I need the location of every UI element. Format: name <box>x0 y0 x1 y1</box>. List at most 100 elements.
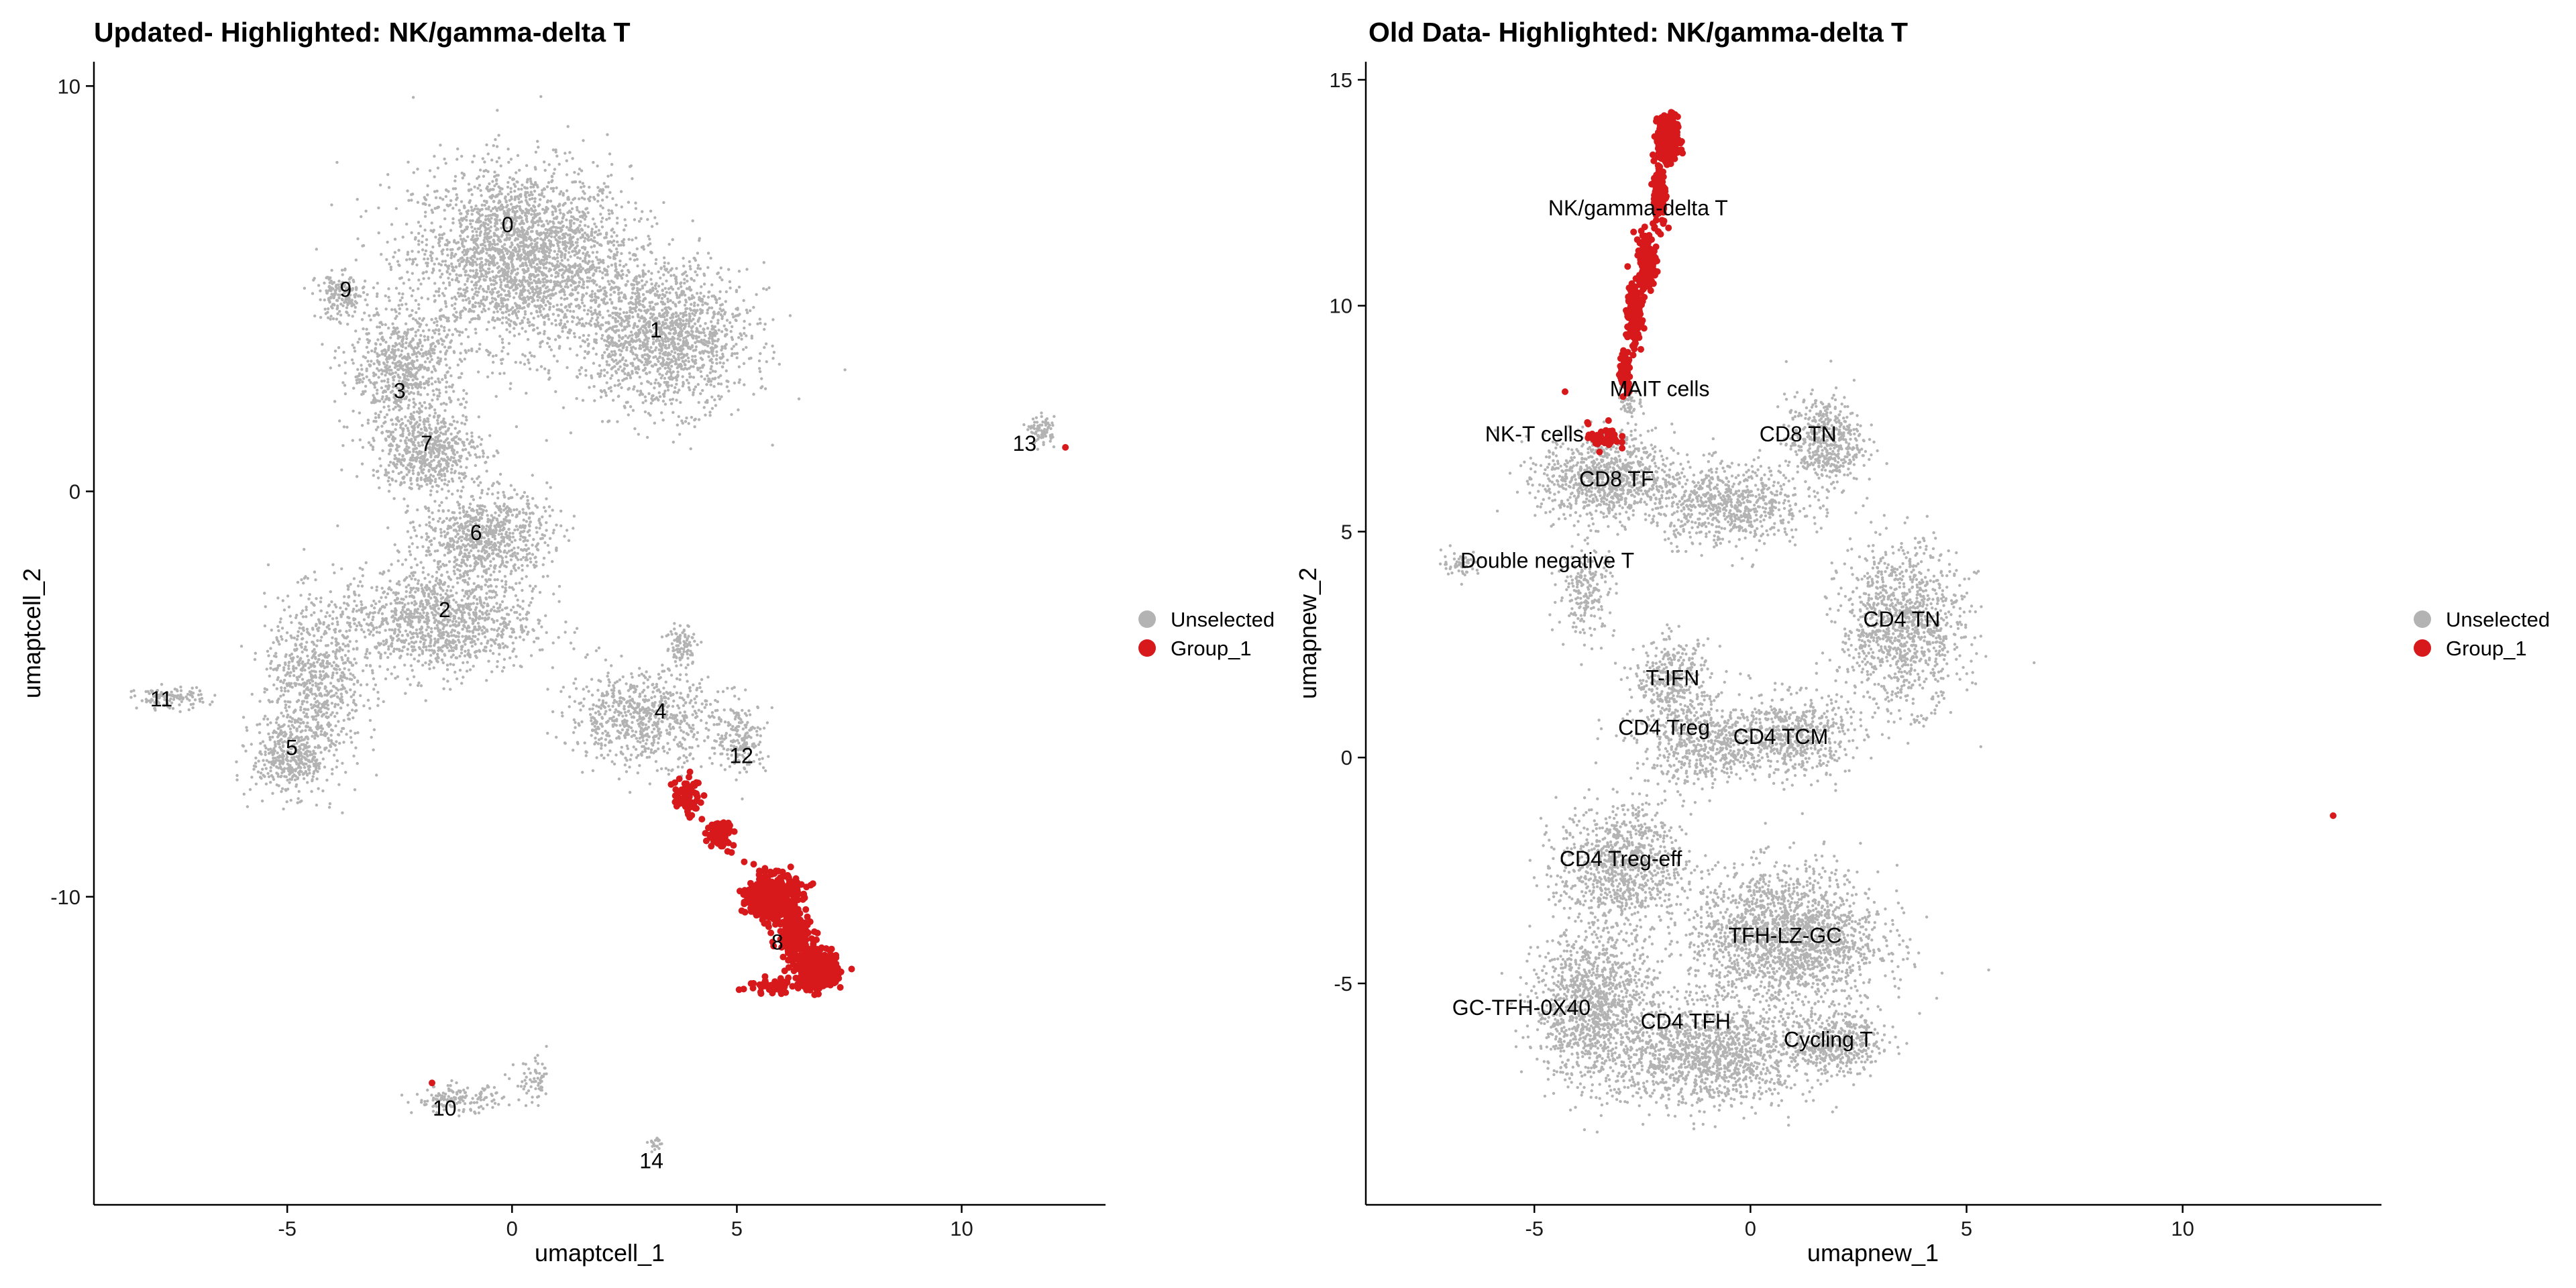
cell-point <box>536 263 539 266</box>
cell-point <box>428 403 431 406</box>
cell-point <box>574 286 577 288</box>
cell-point <box>508 176 511 179</box>
cell-point <box>509 308 512 311</box>
cell-point <box>663 337 666 340</box>
cell-point <box>455 276 458 279</box>
cell-point <box>559 191 562 193</box>
cell-point <box>555 217 557 220</box>
cell-point <box>675 323 678 326</box>
cell-point <box>584 213 586 215</box>
cell-point <box>545 286 547 289</box>
cell-point <box>394 251 396 254</box>
cell-point <box>694 270 696 273</box>
cell-point <box>374 412 377 415</box>
cell-point <box>419 339 421 341</box>
cell-point <box>603 351 606 354</box>
cell-point <box>595 296 598 299</box>
cell-point <box>438 269 441 272</box>
cell-point <box>789 314 792 317</box>
cell-point <box>553 205 555 208</box>
cell-point <box>607 280 610 282</box>
cell-point <box>667 364 670 366</box>
cell-point <box>441 233 443 236</box>
cell-point <box>693 388 696 390</box>
cell-point <box>641 286 644 289</box>
cell-point <box>425 270 428 273</box>
cell-point <box>547 181 550 184</box>
cell-point <box>596 241 598 244</box>
cell-point <box>691 331 694 333</box>
cell-point <box>410 231 413 234</box>
cell-point <box>694 349 697 352</box>
cell-point <box>529 296 532 299</box>
cell-point <box>419 402 421 405</box>
cell-point <box>623 218 626 221</box>
cell-point <box>401 345 404 348</box>
cell-point <box>363 311 366 314</box>
cell-point <box>393 375 396 378</box>
cell-point <box>569 255 572 258</box>
cell-point <box>366 360 369 362</box>
cell-point <box>362 286 364 289</box>
cell-point <box>431 398 433 401</box>
cell-point <box>719 304 722 307</box>
cell-point <box>527 318 529 321</box>
cell-point <box>457 248 460 250</box>
cell-point <box>715 354 718 357</box>
cell-point <box>592 385 595 388</box>
cell-point <box>619 360 621 362</box>
cell-point <box>378 231 380 234</box>
cell-point <box>396 374 399 376</box>
cell-point <box>649 307 652 310</box>
cell-point <box>587 239 590 241</box>
cell-point <box>509 246 512 248</box>
cell-point <box>685 417 688 419</box>
cell-point <box>387 296 390 299</box>
cell-point <box>480 194 482 197</box>
cell-point <box>380 386 383 389</box>
cell-point <box>537 274 539 276</box>
cell-point <box>570 219 573 222</box>
cell-point <box>641 401 644 404</box>
cell-point <box>616 217 619 219</box>
cell-point <box>709 372 712 374</box>
cell-point <box>733 345 735 347</box>
cell-point <box>571 180 574 183</box>
cell-point <box>429 360 431 363</box>
cell-point <box>482 157 484 160</box>
cell-point <box>506 270 509 272</box>
cell-point <box>447 345 450 348</box>
cell-point <box>497 185 500 188</box>
cell-point <box>488 352 491 354</box>
cell-point <box>590 376 593 379</box>
cell-point <box>431 358 433 361</box>
cell-point <box>694 355 696 358</box>
cell-point <box>581 301 584 304</box>
cell-point <box>648 349 651 352</box>
cell-point <box>523 234 526 237</box>
cell-point <box>394 480 397 482</box>
cell-point <box>494 138 496 141</box>
cell-point <box>376 361 379 364</box>
cell-point <box>697 320 700 323</box>
cell-point <box>668 243 671 246</box>
cell-point <box>702 272 705 275</box>
cell-point <box>610 250 612 252</box>
cell-point <box>590 317 593 319</box>
cell-point <box>607 327 610 330</box>
cell-point <box>643 248 645 250</box>
cell-point <box>441 273 443 276</box>
cell-point <box>518 169 521 172</box>
cell-point <box>429 251 432 254</box>
cell-point <box>615 254 618 256</box>
cell-point <box>417 307 420 310</box>
cell-point <box>329 281 331 284</box>
cell-point <box>312 278 315 281</box>
cell-point <box>570 215 573 218</box>
cell-point <box>696 292 698 294</box>
cell-point <box>706 303 708 305</box>
cell-point <box>415 299 417 302</box>
cell-point <box>525 252 527 255</box>
cell-point <box>457 398 460 401</box>
cell-point <box>663 377 666 380</box>
